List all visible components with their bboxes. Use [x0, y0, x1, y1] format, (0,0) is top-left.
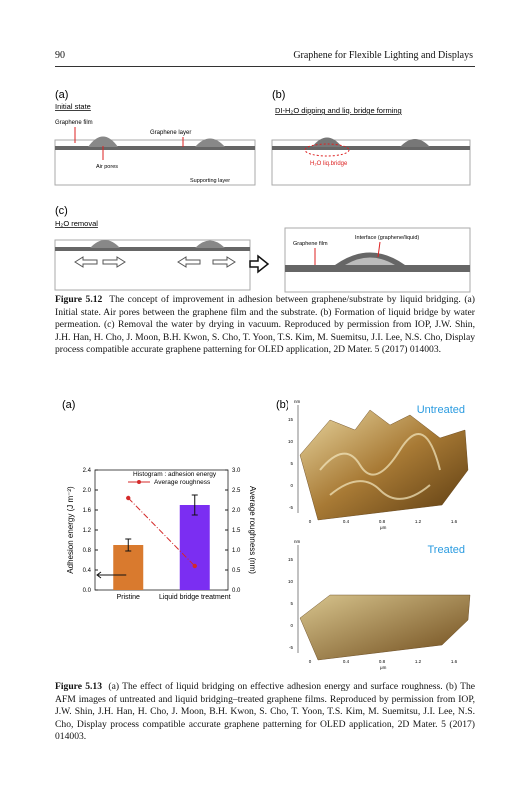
panel-label: (b)	[272, 89, 285, 101]
graphene-layer	[55, 247, 250, 251]
panel-title: DI-H₂O dipping and liq. bridge forming	[275, 106, 402, 115]
panel-label: (a)	[55, 89, 68, 101]
bar	[113, 545, 144, 590]
afm-label: Untreated	[417, 404, 465, 416]
x-tick-label: 1.2	[415, 519, 422, 524]
arrow	[377, 241, 381, 258]
x-tick-label: 0.8	[379, 519, 386, 524]
error-bar	[125, 538, 132, 552]
pore	[345, 257, 395, 265]
roughness-line	[127, 497, 196, 567]
header-rule	[55, 66, 475, 67]
bar	[179, 505, 210, 590]
page-number: 90	[55, 50, 65, 61]
running-title: Graphene for Flexible Lighting and Displ…	[293, 50, 473, 61]
figure-5-12: (a) Initial state Graphene film Graphene…	[54, 89, 471, 293]
z-tick-label: 5	[290, 461, 293, 466]
bar-chart: 0.0 0.4 0.8 1.2 1.6 2.0 2.4 0.0 0.5 1.0 1.5 2.0 2.5 3…	[66, 468, 257, 601]
roughness-point	[126, 495, 131, 501]
x-tick-label: Liquid bridge treatment	[159, 594, 231, 601]
pointer-arrow	[96, 571, 127, 579]
y-tick-label: 1.6	[83, 508, 92, 514]
x-tick-label: 1.2	[415, 659, 422, 664]
y2-axis-label: Average roughness (nm)	[248, 486, 257, 574]
x-unit: μm	[380, 665, 387, 670]
z-tick-label: 0	[290, 483, 293, 488]
legend-label: Average roughness	[154, 479, 211, 486]
y-tick-label: 2.4	[83, 468, 92, 474]
panel-label: (b)	[276, 399, 289, 411]
y2-tick-label: 3.0	[232, 468, 241, 474]
label: Graphene film	[55, 120, 93, 126]
afm-images: nm 15 10 5 0 -5 0 0.4 0.8 1.2 1.6 μm Untreated nm 15 10…	[288, 395, 471, 670]
panel-title: Initial state	[55, 102, 91, 111]
arrows	[74, 256, 236, 268]
z-tick-label: 0	[290, 623, 293, 628]
caption-label: Figure 5.13	[55, 681, 102, 692]
label: Graphene layer	[150, 130, 191, 136]
y2-tick-label: 0.0	[232, 588, 241, 594]
afm-surface	[299, 594, 471, 661]
y-tick-label: 0.0	[83, 588, 92, 594]
x-tick-label: 1.6	[451, 519, 458, 524]
panel-title: H₂O removal	[55, 219, 98, 228]
z-tick-label: -5	[289, 645, 293, 650]
z-tick-label: 10	[288, 439, 294, 444]
z-unit: nm	[294, 399, 301, 404]
x-tick-label: 0	[309, 519, 312, 524]
x-tick-label: 0.4	[343, 659, 350, 664]
x-tick-label: 0.8	[379, 659, 386, 664]
afm-label: Treated	[427, 544, 465, 556]
y2-tick-label: 0.5	[232, 568, 241, 574]
x-tick-label: 1.6	[451, 659, 458, 664]
z-tick-label: 15	[288, 417, 294, 422]
caption-text: (a) The effect of liquid bridging on eff…	[55, 681, 475, 743]
legend-marker	[137, 480, 141, 484]
z-tick-label: 15	[288, 557, 294, 562]
bump	[88, 136, 225, 147]
z-tick-label: 5	[290, 601, 293, 606]
y-tick-label: 0.4	[83, 568, 92, 574]
y-tick-label: 1.2	[83, 528, 92, 534]
error-bar	[191, 494, 198, 516]
afm-ridges	[319, 433, 441, 500]
x-tick-label: Pristine	[117, 594, 140, 601]
z-unit: nm	[294, 539, 301, 544]
caption: Figure 5.12 The concept of improvement i…	[55, 294, 475, 357]
y-tick-label: 0.8	[83, 548, 92, 554]
y-axis-label: Adhesion energy (J m⁻²)	[66, 486, 75, 574]
y2-tick-label: 1.0	[232, 548, 241, 554]
x-tick-label: 0.4	[343, 519, 350, 524]
process-arrow	[249, 254, 270, 274]
panel-label: (c)	[55, 205, 68, 217]
caption-label: Figure 5.12	[55, 294, 103, 305]
z-tick-label: 10	[288, 579, 294, 584]
label: Interface (graphene/liquid)	[355, 235, 419, 241]
y-tick-label: 2.0	[83, 488, 92, 494]
bridge-outline	[304, 143, 350, 157]
label: Air pores	[96, 164, 118, 170]
y2-tick-label: 1.5	[232, 528, 241, 534]
y2-tick-label: 2.5	[232, 488, 241, 494]
bump	[90, 240, 225, 248]
graphene-layer	[55, 146, 255, 150]
legend-label: Histogram : adhesion energy	[133, 471, 217, 478]
label: Supporting layer	[190, 178, 230, 184]
x-tick-label: 0	[309, 659, 312, 664]
label: Graphene film	[293, 241, 328, 247]
caption: Figure 5.13 (a) The effect of liquid bri…	[55, 681, 475, 744]
y2-tick-label: 2.0	[232, 508, 241, 514]
panel-label: (a)	[62, 399, 75, 411]
x-unit: μm	[380, 525, 387, 530]
graphene-layer	[272, 146, 470, 150]
label: H₂O liq.bridge	[310, 161, 348, 167]
z-tick-label: -5	[289, 505, 293, 510]
roughness-point	[192, 563, 197, 569]
caption-text: The concept of improvement in adhesion b…	[55, 294, 475, 356]
bump	[312, 137, 430, 147]
